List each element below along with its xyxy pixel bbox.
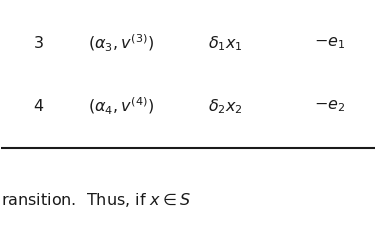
Text: $-e_2$: $-e_2$ <box>314 98 346 114</box>
Text: $(\alpha_4, v^{(4)})$: $(\alpha_4, v^{(4)})$ <box>88 96 154 117</box>
Text: $3$: $3$ <box>33 35 44 51</box>
Text: $-e_1$: $-e_1$ <box>314 36 346 51</box>
Text: $\delta_1 x_1$: $\delta_1 x_1$ <box>208 34 243 53</box>
Text: $\delta_2 x_2$: $\delta_2 x_2$ <box>208 97 243 116</box>
Text: $(\alpha_3, v^{(3)})$: $(\alpha_3, v^{(3)})$ <box>88 33 154 54</box>
Text: ransition.  Thus, if $x \in S$: ransition. Thus, if $x \in S$ <box>2 191 192 209</box>
Text: $4$: $4$ <box>33 98 44 114</box>
